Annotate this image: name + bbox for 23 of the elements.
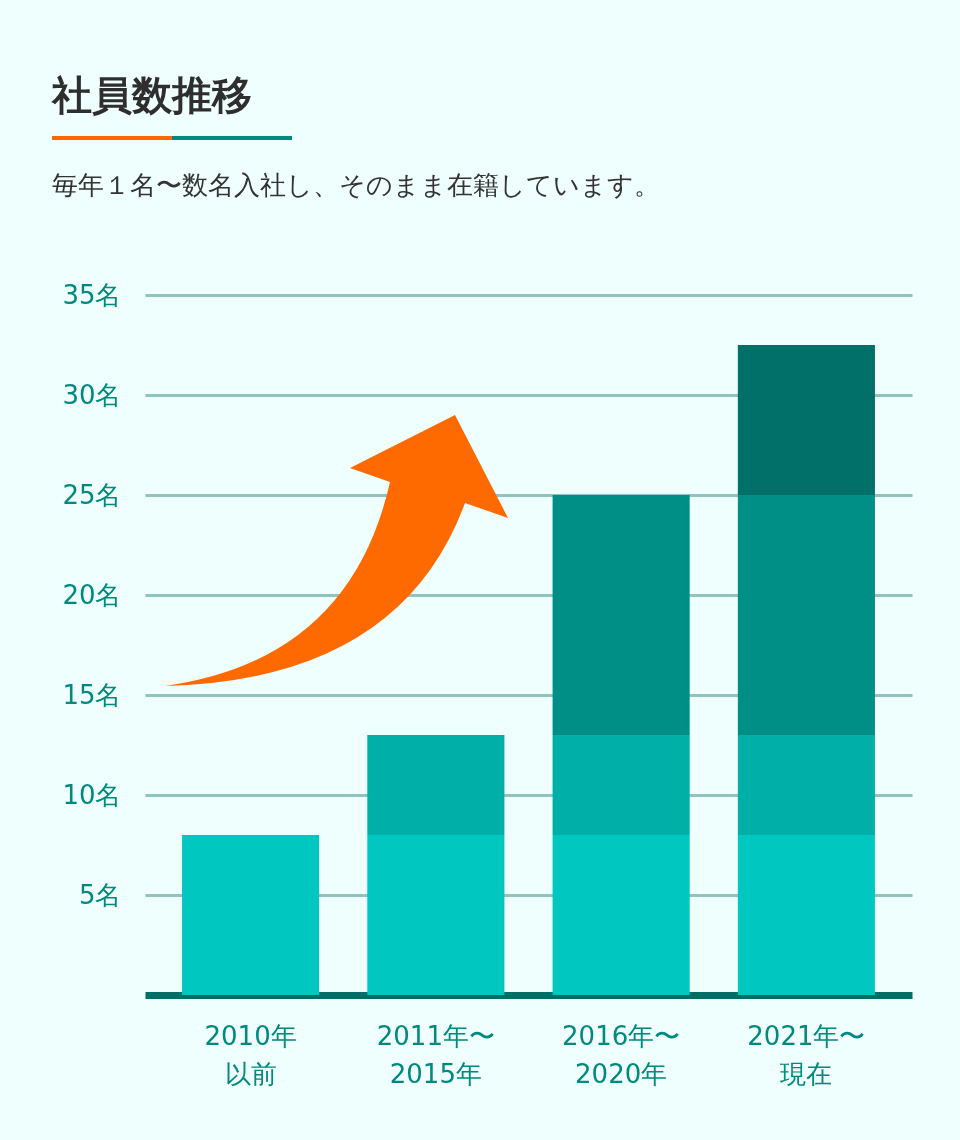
y-tick-label: 10名 bbox=[62, 779, 122, 810]
y-tick-label: 15名 bbox=[62, 679, 122, 710]
bar bbox=[737, 835, 875, 995]
x-tick-label: 2011年〜2015年 bbox=[376, 1020, 495, 1089]
x-tick-label: 2010年以前 bbox=[204, 1020, 297, 1089]
y-tick-label: 25名 bbox=[62, 479, 122, 510]
y-tick-label: 5名 bbox=[78, 879, 122, 910]
bar bbox=[367, 735, 505, 835]
x-tick-label: 2016年〜2020年 bbox=[562, 1020, 681, 1089]
chart-subtitle: 毎年１名〜数名入社し、そのまま在籍しています。 bbox=[52, 169, 660, 202]
bar bbox=[552, 735, 690, 835]
bar bbox=[552, 495, 690, 735]
y-tick-label: 35名 bbox=[62, 279, 122, 310]
chart-title: 社員数推移 bbox=[52, 71, 252, 120]
bar bbox=[737, 495, 875, 735]
bar bbox=[737, 735, 875, 835]
y-tick-label: 20名 bbox=[62, 579, 122, 610]
bar bbox=[182, 835, 320, 995]
x-tick-label: 2021年〜現在 bbox=[747, 1020, 866, 1089]
bar bbox=[367, 835, 505, 995]
y-tick-label: 30名 bbox=[62, 379, 122, 410]
bar bbox=[552, 835, 690, 995]
bar bbox=[737, 345, 875, 495]
